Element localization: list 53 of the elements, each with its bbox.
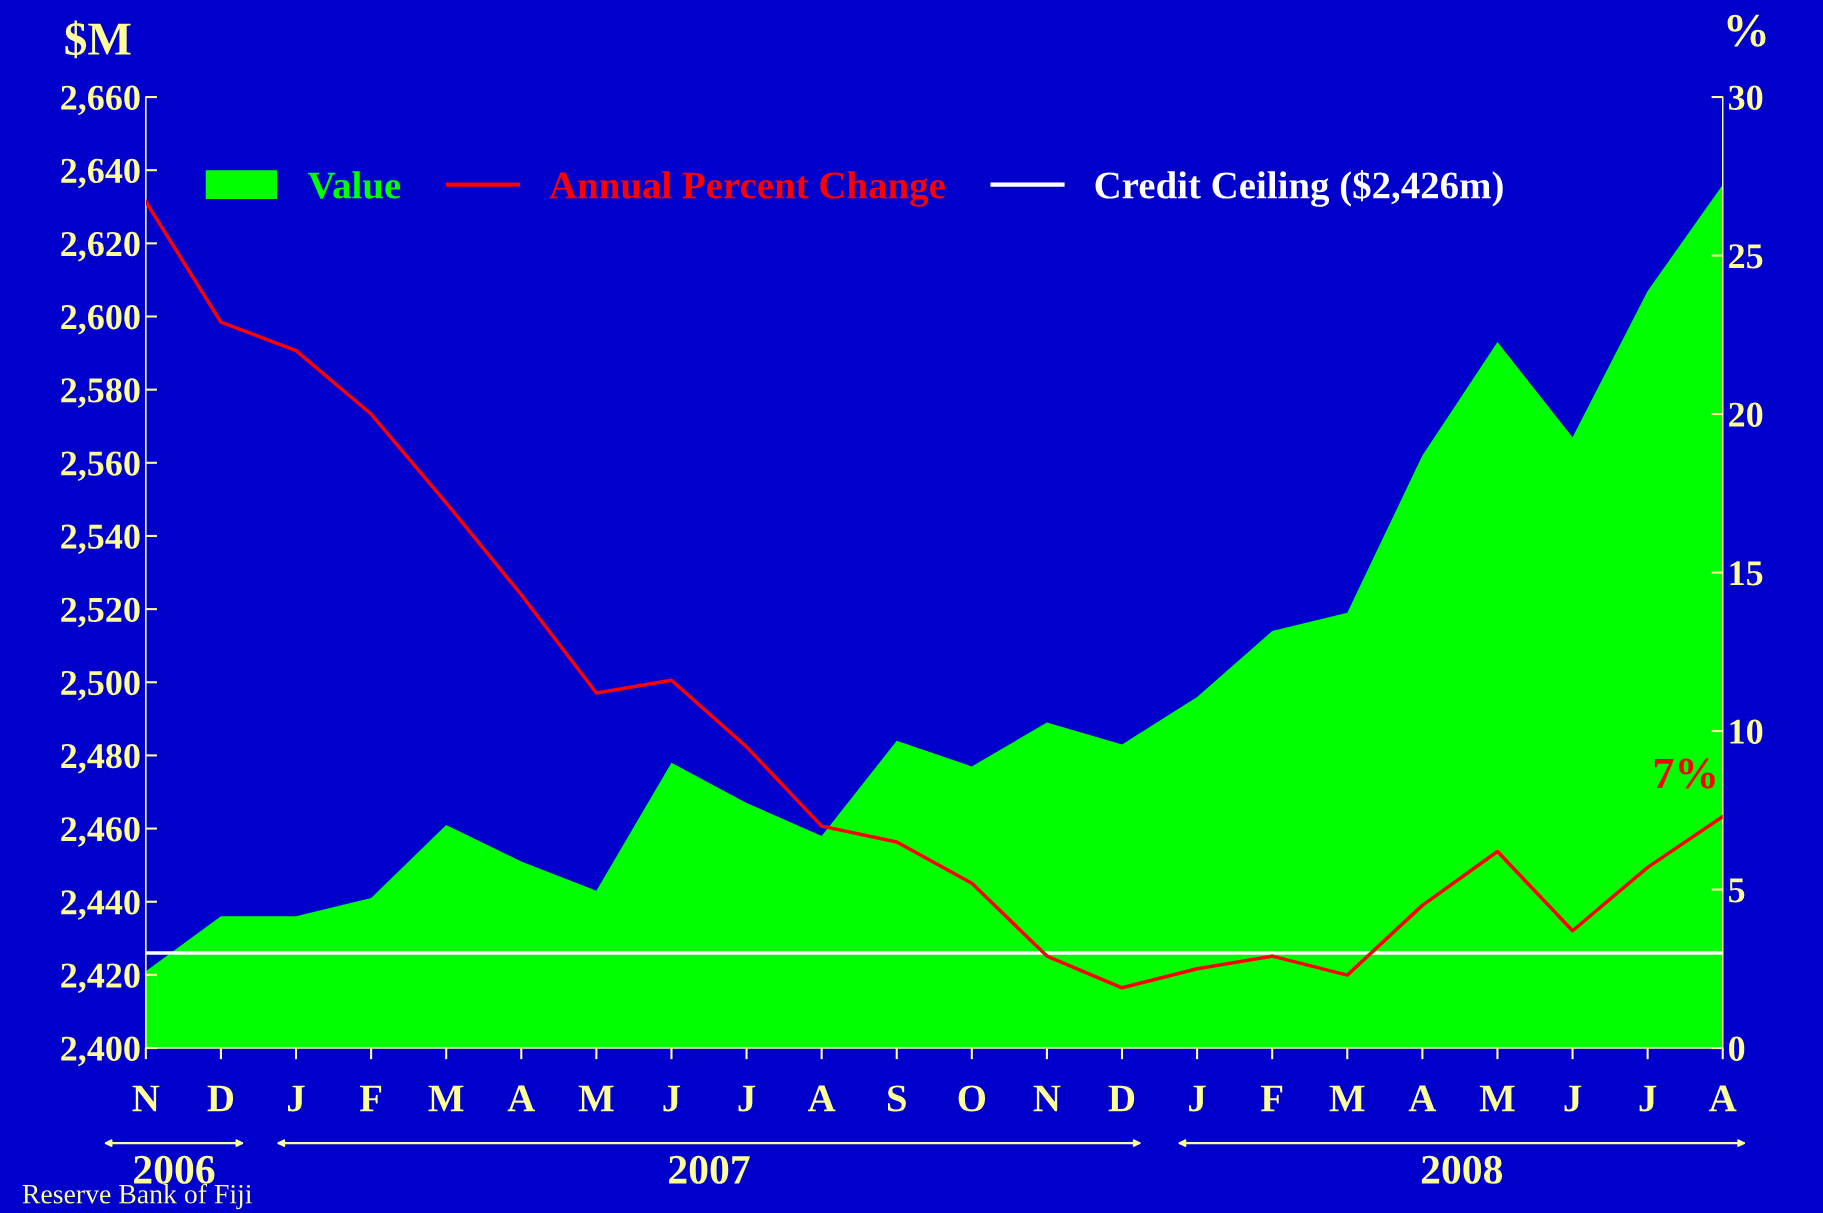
y-tick-label: 2,440	[61, 890, 140, 920]
x-tick-label: A	[507, 1085, 536, 1112]
text: 2008	[1421, 1155, 1503, 1184]
y-tick-label: 2,580	[61, 378, 140, 408]
y2-tick-label: 10	[1730, 719, 1763, 744]
x-tick-label: M	[578, 1085, 614, 1112]
y-tick-label: 2,600	[61, 305, 140, 335]
y-tick-label: 2,640	[61, 158, 140, 189]
x-tick-label: J	[738, 1085, 756, 1112]
y-tick-label: 2,660	[61, 85, 140, 116]
x-tick-label: D	[1108, 1085, 1135, 1112]
x-tick-label: N	[1033, 1085, 1061, 1112]
y-tick-label: 2,460	[61, 817, 140, 847]
x-tick-label: J	[288, 1085, 305, 1112]
x-tick-label: F	[359, 1085, 382, 1112]
y2-tick-label: 20	[1729, 402, 1763, 427]
x-tick-label: F	[1260, 1085, 1283, 1112]
text: 2007	[669, 1155, 750, 1184]
annotation: 7%	[1654, 758, 1715, 789]
x-tick-label: J	[1564, 1085, 1582, 1112]
x-tick-label: M	[428, 1085, 464, 1112]
y2-tick-label: 25	[1729, 244, 1763, 269]
x-tick-label: J	[1639, 1085, 1657, 1112]
y2-tick-label: 5	[1729, 878, 1745, 903]
y2-tick-label: 30	[1728, 85, 1763, 110]
y2-tick-label: 0	[1728, 1036, 1745, 1061]
y-tick-label: 2,480	[61, 743, 140, 774]
y-tick-label: 2,540	[61, 524, 140, 555]
y-tick-label: 2,560	[61, 451, 140, 481]
y-tick-label: 2,400	[61, 1036, 140, 1067]
x-tick-label: J	[1189, 1085, 1206, 1112]
x-tick-label: S	[888, 1085, 906, 1112]
x-tick-label: N	[132, 1085, 160, 1112]
y-tick-label: 2,520	[61, 597, 140, 628]
text: Reserve Bank of Fiji	[22, 1183, 253, 1210]
text: 2006	[134, 1155, 215, 1184]
x-tick-label: J	[663, 1085, 681, 1112]
x-tick-label: M	[1329, 1085, 1365, 1112]
y2-axis-title: %	[1727, 14, 1766, 47]
x-tick-label: A	[807, 1085, 836, 1112]
x-tick-label: M	[1479, 1085, 1515, 1112]
y2-tick-label: 15	[1730, 561, 1763, 586]
legend-label: Value	[307, 171, 401, 199]
y-tick-label: 2,620	[61, 231, 140, 262]
y-tick-label: 2,500	[61, 670, 140, 701]
legend-label: Annual Percent Change	[549, 171, 945, 207]
legend-label: Credit Ceiling ($2,426m)	[1095, 170, 1503, 207]
y-axis-title: $M	[65, 20, 131, 59]
x-tick-label: A	[1408, 1085, 1437, 1112]
y-tick-label: 2,420	[61, 963, 140, 993]
x-tick-label: O	[958, 1085, 986, 1112]
x-tick-label: A	[1709, 1085, 1737, 1112]
x-tick-label: D	[207, 1085, 234, 1112]
